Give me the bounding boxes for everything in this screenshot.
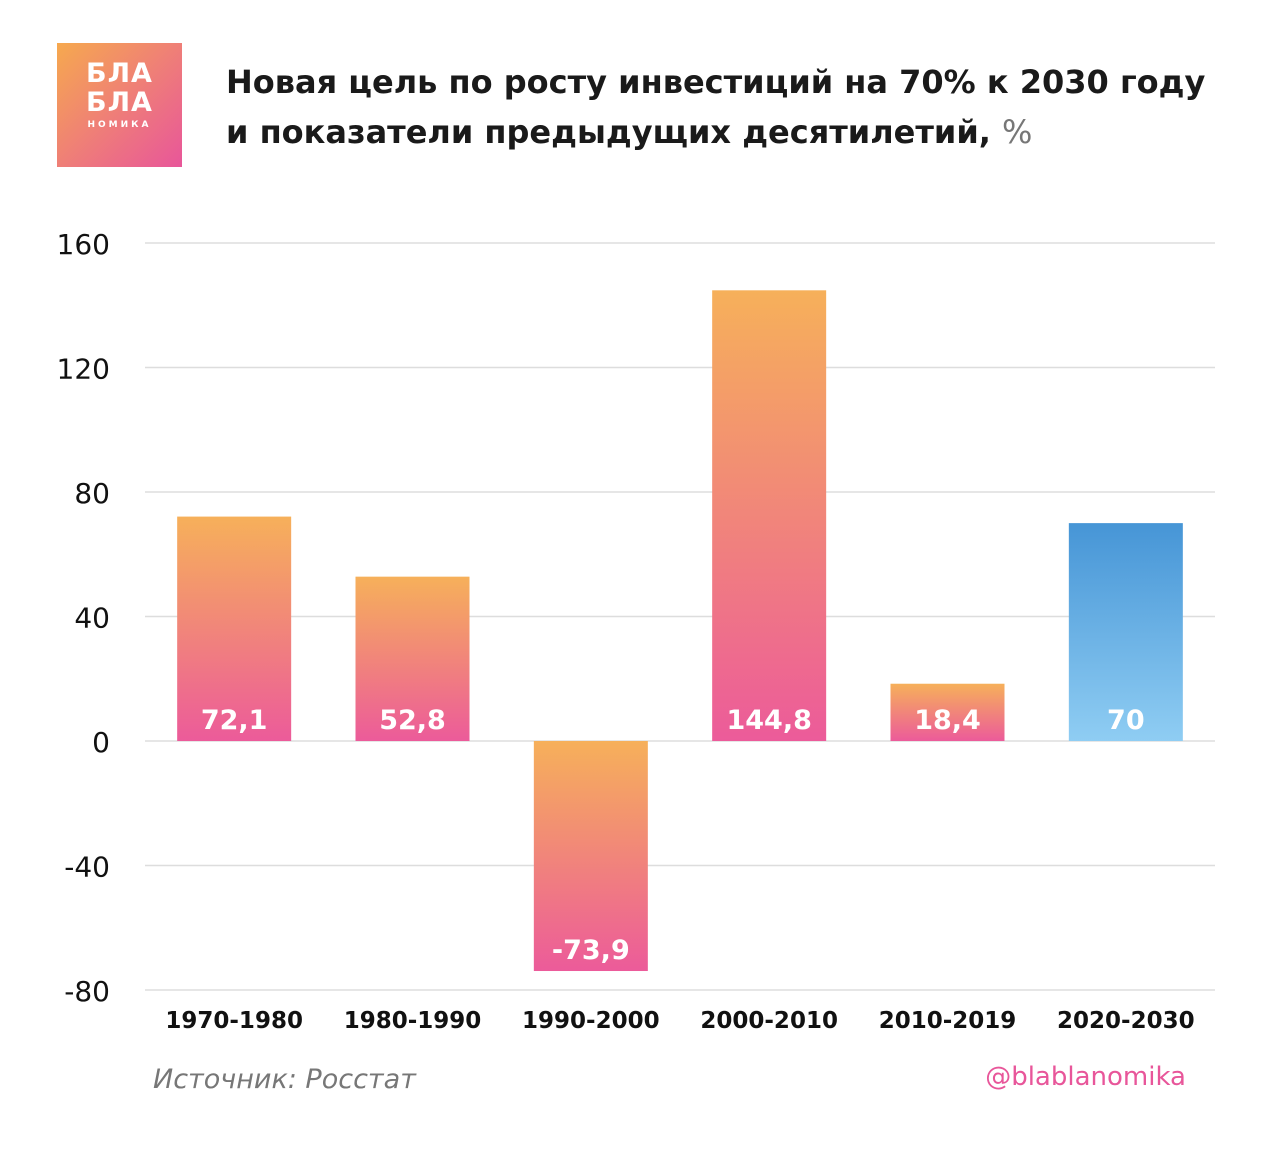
bar-value-label: -73,9 — [552, 935, 630, 966]
bars — [177, 290, 1183, 972]
chart-title: Новая цель по росту инвестиций на 70% к … — [226, 57, 1236, 157]
bar-value-label: 52,8 — [379, 705, 446, 736]
y-tick-label: 80 — [74, 477, 110, 510]
bar-1970-1980 — [177, 516, 292, 741]
bar-value-labels: 72,1 52,8 -73,9 144,8 18,4 70 — [201, 705, 1145, 966]
social-handle[interactable]: @blablanomika — [985, 1062, 1186, 1092]
logo-line-2: БЛА — [86, 87, 153, 118]
x-tick-label: 1970-1980 — [165, 1008, 303, 1034]
x-tick-label: 2010-2019 — [879, 1008, 1017, 1034]
logo-line-1: БЛА — [86, 58, 153, 89]
x-tick-label: 1980-1990 — [344, 1008, 482, 1034]
y-axis-ticks: 160 120 80 40 0 -40 -80 — [57, 228, 110, 1008]
bar-2020-2030 — [1068, 523, 1183, 741]
source-note: Источник: Росстат — [153, 1064, 416, 1095]
y-tick-label: -80 — [64, 975, 110, 1008]
bar-value-label: 144,8 — [726, 705, 811, 736]
bar-2010-2019 — [890, 683, 1005, 741]
y-tick-label: 120 — [57, 353, 110, 386]
bar-2000-2010 — [712, 290, 827, 741]
y-tick-label: 40 — [74, 602, 110, 635]
grid-lines — [145, 242, 1215, 991]
x-axis-ticks: 1970-1980 1980-1990 1990-2000 2000-2010 2010… — [165, 1008, 1194, 1034]
bar-value-label: 18,4 — [914, 705, 981, 736]
y-tick-label: -40 — [64, 851, 110, 884]
blablanomika-logo: БЛА БЛА НОМИКА — [57, 43, 182, 167]
x-tick-label: 1990-2000 — [522, 1008, 660, 1034]
bar-1980-1990 — [355, 576, 470, 741]
chart-title-line-1: Новая цель по росту инвестиций на 70% к … — [226, 63, 1206, 101]
y-tick-label: 160 — [57, 228, 110, 261]
x-tick-label: 2000-2010 — [700, 1008, 838, 1034]
y-tick-label: 0 — [92, 726, 110, 759]
chart-title-line-2: и показатели предыдущих десятилетий, — [226, 113, 991, 151]
x-tick-label: 2020-2030 — [1057, 1008, 1195, 1034]
bar-chart: 72,1 52,8 -73,9 144,8 18,4 70 160 120 80 40 0 -40 -… — [57, 228, 1215, 1034]
bar-value-label: 70 — [1107, 705, 1145, 736]
bar-value-label: 72,1 — [201, 705, 268, 736]
chart-title-unit: % — [1002, 113, 1033, 151]
bar-1990-2000 — [533, 741, 648, 972]
logo-subtitle: НОМИКА — [87, 120, 152, 130]
